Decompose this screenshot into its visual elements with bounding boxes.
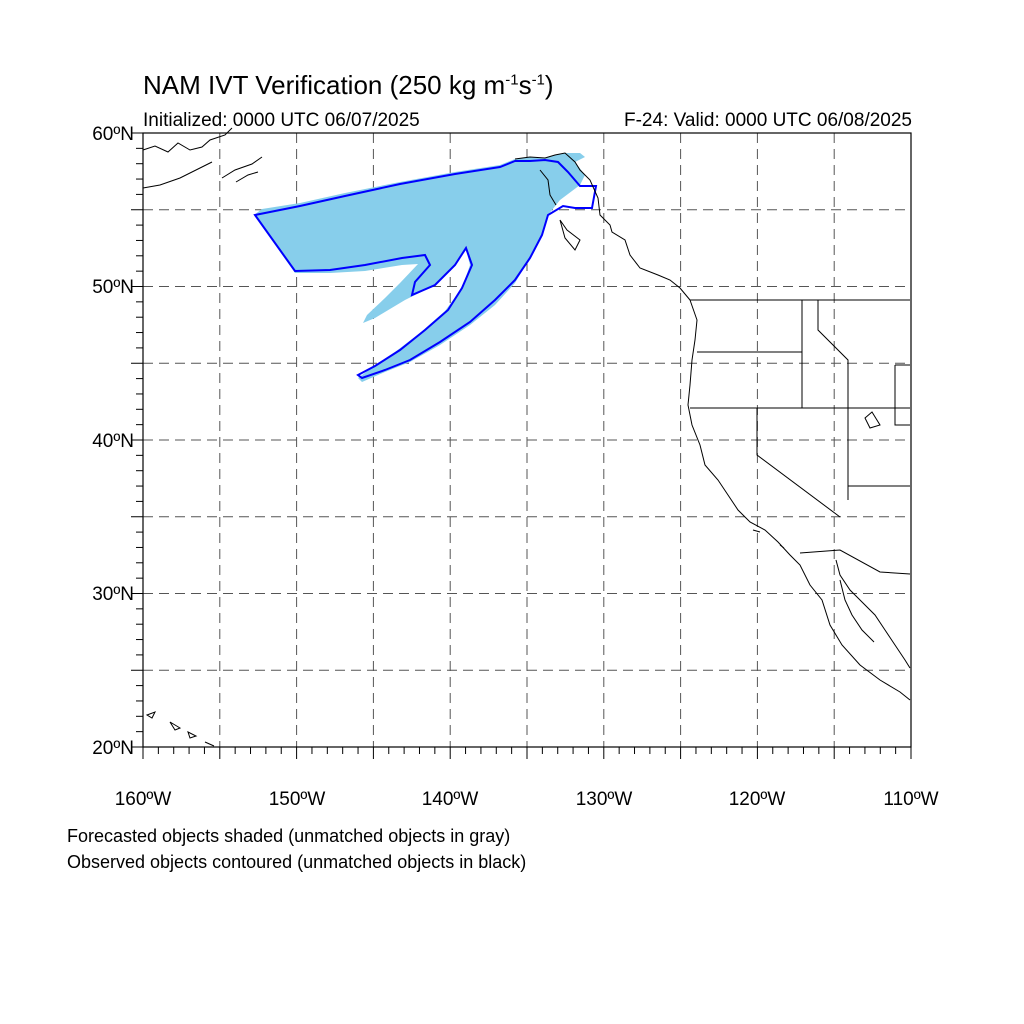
islands: [145, 411, 881, 747]
forecast-ivt-object: [254, 153, 585, 382]
coastlines-and-borders: [142, 127, 911, 747]
chart-title: NAM IVT Verification (250 kg m-1s-1): [143, 70, 554, 100]
baja-gulf-coast: [835, 559, 911, 669]
lon-label-160: 160ºW: [115, 789, 172, 810]
lat-label-30: 30ºN: [92, 584, 134, 605]
alaska-coast: [142, 127, 263, 189]
lon-label-150: 150ºW: [269, 789, 326, 810]
lat-label-50: 50ºN: [92, 277, 134, 298]
longitude-labels: 160ºW 150ºW 140ºW 130ºW 120ºW 110ºW: [115, 789, 939, 810]
observed-ivt-contour: [253, 158, 598, 380]
observed-legend-note: Observed objects contoured (unmatched ob…: [67, 852, 527, 872]
lon-label-130: 130ºW: [576, 789, 633, 810]
forecast-legend-note: Forecasted objects shaded (unmatched obj…: [67, 826, 511, 846]
axis-ticks: [131, 132, 912, 759]
state-borders: [690, 300, 911, 575]
lon-label-140: 140ºW: [422, 789, 479, 810]
lat-label-60: 60ºN: [92, 124, 134, 145]
latitude-labels: 20ºN 30ºN 40ºN 50ºN 60ºN: [92, 124, 134, 759]
init-time-label: Initialized: 0000 UTC 06/07/2025: [143, 110, 420, 131]
lon-label-110: 110ºW: [883, 789, 938, 810]
se-alaska-bc-coast: [514, 152, 691, 301]
valid-time-label: F-24: Valid: 0000 UTC 06/08/2025: [624, 110, 912, 131]
west-coast-usa: [687, 299, 911, 701]
lat-label-40: 40ºN: [92, 431, 134, 452]
lat-label-20: 20ºN: [92, 738, 134, 759]
lon-label-120: 120ºW: [729, 789, 786, 810]
